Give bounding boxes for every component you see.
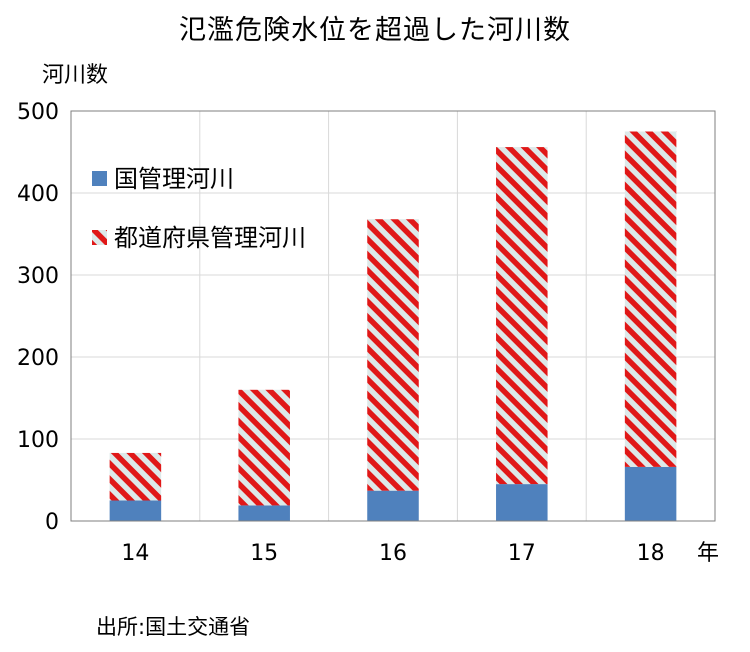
x-tick-label: 17 (508, 541, 536, 566)
y-tick-label: 400 (17, 182, 59, 207)
x-tick-label: 14 (121, 541, 149, 566)
bar-segment-series-1-15 (238, 389, 290, 506)
bar-segment-series-0-14 (109, 500, 162, 521)
y-axis-label: 河川数 (42, 63, 108, 88)
x-tick-label: 18 (637, 541, 665, 566)
source-note: 出所:国土交通省 (96, 615, 251, 639)
bar-segment-series-1-17 (496, 147, 548, 485)
x-tick-label: 16 (379, 541, 407, 566)
y-tick-label: 500 (17, 100, 59, 125)
x-axis-label: 年 (697, 541, 719, 566)
legend-label: 都道府県管理河川 (114, 224, 306, 252)
legend-swatch (92, 171, 107, 186)
x-tick-label: 15 (250, 541, 278, 566)
legend-swatch (92, 230, 107, 245)
y-tick-label: 0 (45, 510, 59, 535)
y-tick-label: 300 (17, 264, 59, 289)
bar-segment-series-1-14 (109, 452, 162, 501)
bar-segment-series-1-16 (367, 219, 419, 491)
y-tick-label: 200 (17, 346, 59, 371)
bar-segment-series-0-18 (624, 466, 677, 521)
legend-label: 国管理河川 (114, 165, 234, 193)
bar-segment-series-0-17 (496, 484, 548, 521)
y-tick-label: 100 (17, 428, 59, 453)
bar-segment-series-0-15 (238, 505, 290, 521)
plot-area-border (70, 110, 716, 522)
bar-segment-series-0-16 (367, 490, 419, 521)
chart-title: 氾濫危険水位を超過した河川数 (179, 15, 571, 46)
bar-segment-series-1-18 (624, 131, 677, 467)
